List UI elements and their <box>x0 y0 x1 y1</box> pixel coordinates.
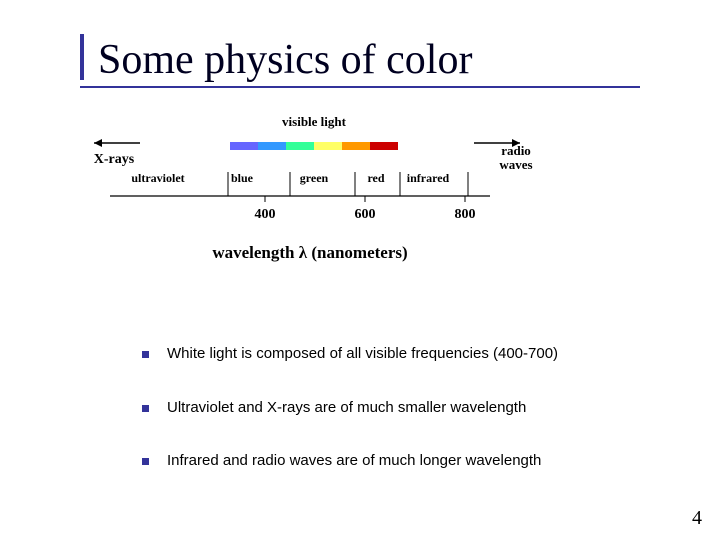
page-title: Some physics of color <box>98 36 472 84</box>
bullet-square-icon <box>142 458 149 465</box>
bullet-text: White light is composed of all visible f… <box>167 344 558 364</box>
svg-text:green: green <box>300 171 329 185</box>
svg-text:infrared: infrared <box>407 171 450 185</box>
svg-text:800: 800 <box>455 207 476 222</box>
svg-text:waves: waves <box>499 157 532 172</box>
svg-text:400: 400 <box>255 207 276 222</box>
svg-text:wavelength λ (nanometers): wavelength λ (nanometers) <box>212 243 407 262</box>
svg-text:visible light: visible light <box>282 114 347 129</box>
spectrum-svg: visible light X-rays radiowaves ultraviolet… <box>80 104 580 294</box>
list-item: Infrared and radio waves are of much lon… <box>142 451 662 471</box>
bullet-text: Ultraviolet and X-rays are of much small… <box>167 398 526 418</box>
list-item: White light is composed of all visible f… <box>142 344 662 364</box>
bullet-square-icon <box>142 351 149 358</box>
title-block: Some physics of color <box>98 36 472 84</box>
bullet-text: Infrared and radio waves are of much lon… <box>167 451 541 471</box>
svg-text:radio: radio <box>501 143 531 158</box>
bullet-list: White light is composed of all visible f… <box>142 344 662 505</box>
title-accent-bar <box>80 34 84 80</box>
svg-text:red: red <box>367 171 384 185</box>
spectrum-diagram: visible light X-rays radiowaves ultraviolet… <box>80 104 580 294</box>
svg-text:blue: blue <box>231 171 254 185</box>
list-item: Ultraviolet and X-rays are of much small… <box>142 398 662 418</box>
title-underline <box>80 86 640 88</box>
page-number: 4 <box>692 507 702 530</box>
svg-text:X-rays: X-rays <box>94 152 135 167</box>
svg-text:600: 600 <box>355 207 376 222</box>
svg-text:ultraviolet: ultraviolet <box>131 171 184 185</box>
bullet-square-icon <box>142 405 149 412</box>
